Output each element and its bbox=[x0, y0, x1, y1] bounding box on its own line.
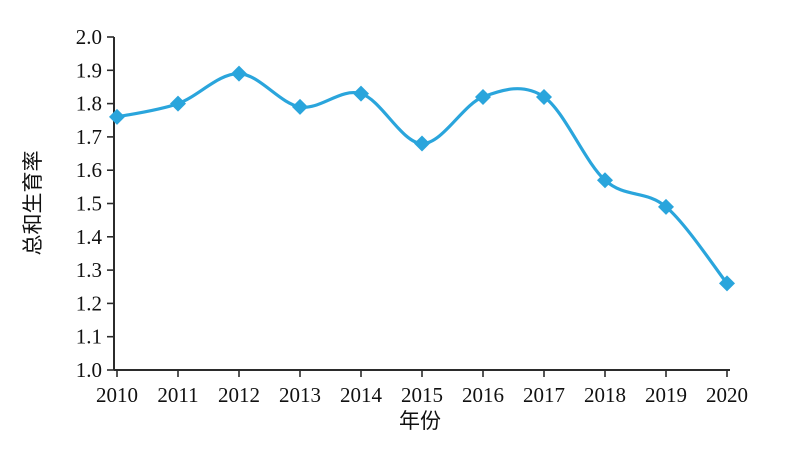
series-curve bbox=[115, 71, 729, 285]
data-point-marker-2017 bbox=[536, 88, 552, 105]
y-tick-label: 1.8 bbox=[76, 92, 102, 116]
x-tick-label: 2014 bbox=[340, 383, 383, 407]
data-point-marker-2016 bbox=[475, 88, 491, 105]
y-tick-label: 1.7 bbox=[76, 125, 102, 149]
data-point-marker-2012 bbox=[231, 65, 247, 82]
y-tick-label: 1.1 bbox=[76, 325, 102, 349]
y-tick-label: 1.0 bbox=[76, 358, 102, 382]
x-tick-label: 2018 bbox=[584, 383, 626, 407]
x-tick-label: 2016 bbox=[462, 383, 504, 407]
data-point-marker-2011 bbox=[170, 95, 186, 112]
x-tick-label: 2013 bbox=[279, 383, 321, 407]
data-point-marker-2020 bbox=[719, 275, 735, 292]
x-axis-title: 年份 bbox=[399, 409, 441, 433]
x-tick-label: 2012 bbox=[218, 383, 260, 407]
x-axis-ticks: 2010 2011 2012 2013 2014 2015 2016 2017 2018 2019… bbox=[96, 370, 748, 407]
x-tick-label: 2011 bbox=[157, 383, 198, 407]
data-point-marker-2018 bbox=[597, 172, 613, 189]
x-tick-label: 2010 bbox=[96, 383, 138, 407]
data-point-marker-2013 bbox=[292, 98, 308, 115]
x-tick-label: 2015 bbox=[401, 383, 443, 407]
y-tick-label: 1.6 bbox=[76, 158, 102, 182]
data-point-marker-2010 bbox=[109, 108, 125, 125]
data-point-marker-2014 bbox=[353, 85, 369, 102]
x-tick-label: 2019 bbox=[645, 383, 687, 407]
data-point-marker-2019 bbox=[658, 198, 674, 215]
y-axis-title: 总和生育率 bbox=[21, 151, 45, 256]
data-series bbox=[109, 65, 735, 292]
x-tick-label: 2020 bbox=[706, 383, 748, 407]
y-tick-label: 1.3 bbox=[76, 258, 102, 282]
y-axis-ticks: 1.0 1.1 1.2 1.3 1.4 1.5 1.6 1.7 1.8 1.9 2.0 bbox=[76, 25, 114, 382]
y-tick-label: 1.9 bbox=[76, 58, 102, 82]
y-tick-label: 1.4 bbox=[76, 225, 103, 249]
x-tick-label: 2017 bbox=[523, 383, 565, 407]
y-tick-label: 1.2 bbox=[76, 291, 102, 315]
y-tick-label: 2.0 bbox=[76, 25, 102, 49]
y-tick-label: 1.5 bbox=[76, 192, 102, 216]
data-point-marker-2015 bbox=[414, 135, 430, 152]
